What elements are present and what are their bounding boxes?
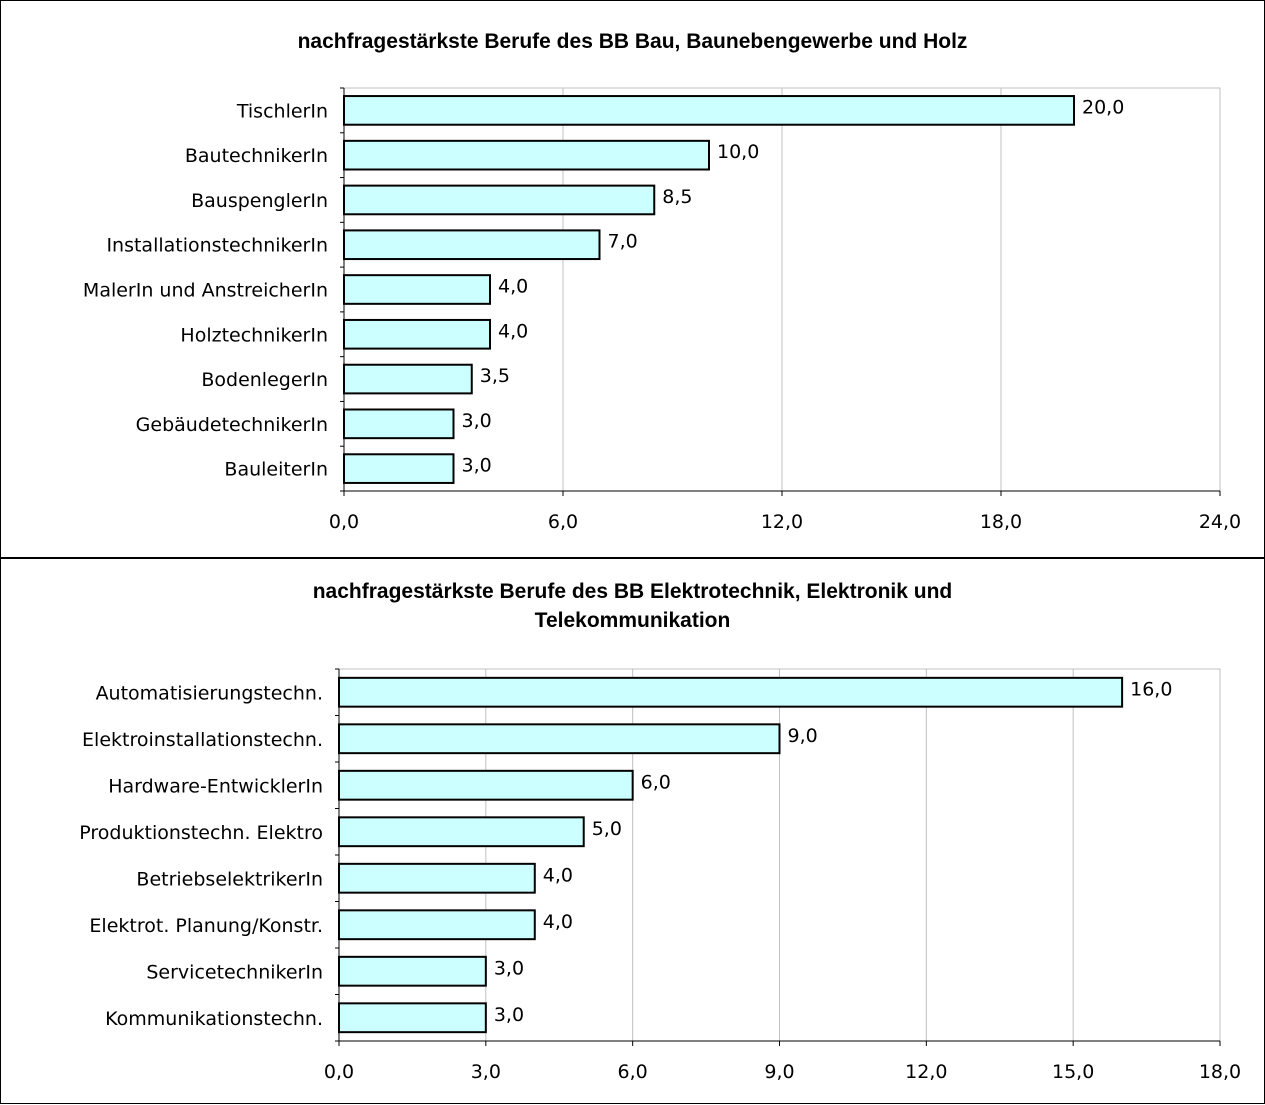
chart-panel-bau: nachfragestärkste Berufe des BB Bau, Bau… xyxy=(0,0,1265,558)
elektro-category-label: Automatisierungstechn. xyxy=(96,682,323,704)
elektro-bar xyxy=(338,862,536,894)
bau-category-label: BodenlegerIn xyxy=(201,369,328,391)
elektro-bar xyxy=(338,816,585,848)
bau-bar xyxy=(343,408,455,440)
bau-category-label: TischlerIn xyxy=(236,100,328,122)
bau-category-label: BauleiterIn xyxy=(224,459,328,481)
elektro-category-label: Kommunikationstechn. xyxy=(105,1008,323,1030)
bau-value-label: 3,0 xyxy=(462,455,492,477)
bau-x-tick-label: 12,0 xyxy=(761,511,803,533)
bau-value-label: 3,5 xyxy=(480,365,510,387)
bau-category-label: GebäudetechnikerIn xyxy=(136,414,328,436)
elektro-x-tick-label: 12,0 xyxy=(905,1061,947,1083)
bau-category-label: MalerIn und AnstreicherIn xyxy=(83,280,328,302)
elektro-value-label: 4,0 xyxy=(543,864,573,886)
bau-bar xyxy=(343,139,710,171)
elektro-bar xyxy=(338,769,634,801)
bau-value-label: 8,5 xyxy=(662,186,692,208)
bau-value-label: 4,0 xyxy=(498,276,528,298)
bau-category-label: BautechnikerIn xyxy=(185,145,328,167)
elektro-value-label: 6,0 xyxy=(641,771,671,793)
elektro-value-label: 5,0 xyxy=(592,818,622,840)
bau-bar xyxy=(343,229,601,261)
elektro-x-tick-label: 6,0 xyxy=(618,1061,648,1083)
bau-bar xyxy=(343,363,473,395)
bau-value-label: 7,0 xyxy=(608,231,638,253)
bau-bar xyxy=(343,318,491,350)
elektro-value-label: 3,0 xyxy=(494,957,524,979)
bau-bar xyxy=(343,184,656,216)
chart-panel-elektro: nachfragestärkste Berufe des BB Elektrot… xyxy=(0,558,1265,1104)
chart-title-bau: nachfragestärkste Berufe des BB Bau, Bau… xyxy=(297,30,968,53)
elektro-category-label: ServicetechnikerIn xyxy=(146,961,323,983)
elektro-category-label: BetriebselektrikerIn xyxy=(136,868,323,890)
bau-category-label: HolztechnikerIn xyxy=(180,324,328,346)
elektro-x-tick-label: 18,0 xyxy=(1199,1061,1241,1083)
elektro-category-label: Produktionstechn. Elektro xyxy=(79,822,323,844)
bau-bar xyxy=(343,274,491,305)
bau-value-label: 4,0 xyxy=(498,320,528,342)
elektro-value-label: 4,0 xyxy=(543,911,573,933)
elektro-bar xyxy=(338,1002,487,1034)
bau-value-label: 3,0 xyxy=(462,410,492,432)
elektro-category-label: Hardware-EntwicklerIn xyxy=(108,775,323,797)
elektro-bar xyxy=(338,955,487,987)
chart-title-elektro-line-2: Telekommunikation xyxy=(534,609,731,632)
bar-chart-bau: TischlerIn 20,0 BautechnikerIn 10,0 Bauspeng… xyxy=(83,87,1241,533)
bau-x-tick-label: 18,0 xyxy=(980,511,1022,533)
elektro-x-tick-label: 3,0 xyxy=(471,1061,501,1083)
bau-x-tick-label: 0,0 xyxy=(329,511,359,533)
elektro-category-label: Elektroinstallationstechn. xyxy=(82,729,323,751)
elektro-x-tick-label: 9,0 xyxy=(764,1061,794,1083)
elektro-x-tick-label: 15,0 xyxy=(1052,1061,1094,1083)
elektro-value-label: 3,0 xyxy=(494,1004,524,1026)
elektro-value-label: 9,0 xyxy=(788,725,818,747)
bau-category-label: InstallationstechnikerIn xyxy=(106,235,328,257)
chart-title-elektro: nachfragestärkste Berufe des BB Elektrot… xyxy=(1,577,1264,635)
bau-value-label: 20,0 xyxy=(1082,96,1124,118)
bar-chart-elektro: Automatisierungstechn. 16,0 Elektroinstall… xyxy=(79,668,1241,1083)
elektro-bar xyxy=(338,676,1124,708)
bau-category-label: BauspenglerIn xyxy=(191,190,328,212)
elektro-value-label: 16,0 xyxy=(1130,678,1172,700)
chart-title-elektro-line-1: nachfragestärkste Berufe des BB Elektrot… xyxy=(312,580,953,603)
bau-x-tick-label: 6,0 xyxy=(548,511,578,533)
bau-bar xyxy=(343,453,455,484)
elektro-category-label: Elektrot. Planung/Konstr. xyxy=(89,915,323,937)
elektro-bar xyxy=(338,723,781,755)
elektro-x-tick-label: 0,0 xyxy=(324,1061,354,1083)
elektro-bar xyxy=(338,909,536,941)
bau-value-label: 10,0 xyxy=(717,141,759,163)
bau-bar xyxy=(343,95,1075,126)
bau-x-tick-label: 24,0 xyxy=(1199,511,1241,533)
